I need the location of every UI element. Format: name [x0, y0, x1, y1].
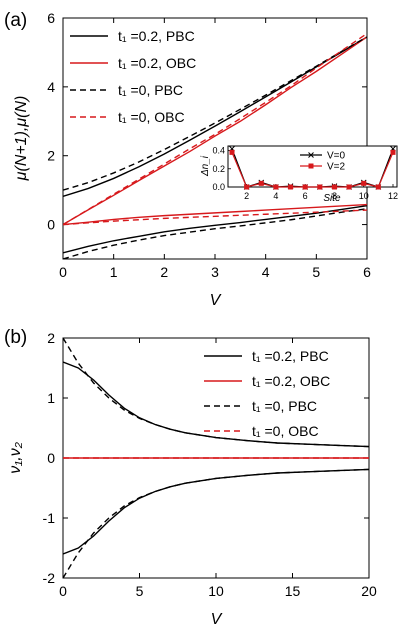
legend-label: t₁ =0.2, PBC — [118, 28, 195, 44]
inset-legend-marker — [308, 163, 314, 169]
inset-point — [258, 180, 264, 186]
x-tick-label: 3 — [211, 264, 219, 280]
inset-x-tick-label: 10 — [359, 191, 369, 201]
inset-legend-label: V=2 — [327, 162, 346, 173]
y-tick-label: 2 — [47, 330, 55, 346]
x-tick-label: 0 — [59, 264, 67, 280]
inset-legend: V=0V=2 — [300, 151, 346, 173]
series-line — [63, 208, 367, 259]
inset-x-tick-label: 12 — [388, 191, 398, 201]
inset-point — [317, 184, 323, 190]
inset-xlabel: Site — [323, 193, 341, 204]
inset-x-tick-label: 8 — [332, 191, 337, 201]
panel-a-ylabel: μ(N+1),μ(N) — [13, 96, 30, 182]
series-line — [63, 468, 369, 555]
panel-b-ticks: 0 5 10 15 20 -2 -1 0 1 2 — [43, 330, 377, 599]
inset-x-tick-label: 4 — [273, 191, 278, 201]
series-line — [63, 36, 367, 191]
series-line — [63, 32, 367, 226]
panel-a-inset: Δn_i Site 2 4 6 8 10 12 0.0 0.2 0.4 V=0V=2 — [200, 145, 398, 204]
x-tick-label: 15 — [285, 583, 301, 599]
inset-point — [361, 180, 367, 186]
panel-b-xlabel: V — [211, 611, 223, 628]
inset-series — [229, 145, 396, 190]
panel-a-xlabel: V — [210, 292, 222, 309]
inset-point — [273, 184, 279, 190]
series-line — [63, 204, 367, 254]
panel-a-series — [63, 32, 367, 259]
panel-a-frame — [62, 17, 368, 260]
legend-label: t₁ =0.2, OBC — [118, 55, 196, 71]
y-tick-label: -1 — [43, 510, 56, 526]
series-line — [63, 338, 369, 448]
x-tick-label: 5 — [312, 264, 320, 280]
x-tick-label: 0 — [59, 583, 67, 599]
series-line — [63, 36, 367, 226]
y-tick-label: 4 — [47, 79, 55, 95]
y-tick-label: 0 — [47, 450, 55, 466]
panel-b-legend: t₁ =0.2, PBC t₁ =0.2, OBC t₁ =0, PBC t₁ =0,… — [204, 348, 330, 439]
panel-b: (b) V ν₁,ν₂ 0 5 10 15 20 -2 -1 0 1 2 t₁ =0.2, PBC… — [4, 327, 377, 628]
x-tick-label: 10 — [208, 583, 224, 599]
inset-y-tick-label: 0.4 — [212, 146, 225, 156]
series-line — [63, 468, 369, 578]
y-tick-label: -2 — [43, 570, 56, 586]
legend-label: t₁ =0, OBC — [252, 423, 319, 439]
y-tick-label: 6 — [47, 10, 55, 26]
legend-label: t₁ =0, PBC — [118, 82, 183, 98]
series-line — [63, 209, 367, 226]
panel-a-label: (a) — [4, 10, 27, 31]
legend-label: t₁ =0, OBC — [118, 109, 185, 125]
y-tick-label: 0 — [47, 217, 55, 233]
panel-a-legend: t₁ =0.2, PBC t₁ =0.2, OBC t₁ =0, PBC t₁ =0,… — [70, 28, 196, 125]
x-tick-label: 1 — [110, 264, 118, 280]
x-tick-label: 20 — [361, 583, 377, 599]
y-tick-label: 2 — [47, 148, 55, 164]
inset-y-tick-label: 0.0 — [212, 182, 225, 192]
inset-point — [229, 149, 235, 155]
x-tick-label: 4 — [262, 264, 270, 280]
inset-point — [302, 184, 308, 190]
inset-point — [346, 184, 352, 190]
legend-label: t₁ =0.2, PBC — [252, 348, 329, 364]
legend-label: t₁ =0.2, OBC — [252, 373, 330, 389]
legend-label: t₁ =0, PBC — [252, 398, 317, 414]
inset-y-tick-label: 0.2 — [212, 164, 225, 174]
series-line — [63, 203, 367, 226]
inset-x-tick-label: 6 — [303, 191, 308, 201]
inset-point — [390, 149, 396, 155]
y-tick-label: 1 — [47, 390, 55, 406]
x-tick-label: 6 — [363, 264, 371, 280]
inset-x-tick-label: 2 — [244, 191, 249, 201]
x-tick-label: 2 — [160, 264, 168, 280]
inset-point — [288, 184, 294, 190]
inset-point — [375, 184, 381, 190]
inset-point — [244, 184, 250, 190]
panel-b-label: (b) — [4, 327, 27, 348]
panel-a-ticks: 0 1 2 3 4 5 6 0 2 4 6 — [47, 10, 371, 280]
panel-b-series — [63, 338, 369, 578]
inset-legend-label: V=0 — [327, 151, 346, 162]
inset-point — [331, 184, 337, 190]
panel-b-ylabel: ν₁,ν₂ — [7, 442, 24, 474]
inset-legend-marker — [308, 152, 314, 158]
x-tick-label: 5 — [136, 583, 144, 599]
inset-ylabel: Δn_i — [200, 155, 211, 177]
